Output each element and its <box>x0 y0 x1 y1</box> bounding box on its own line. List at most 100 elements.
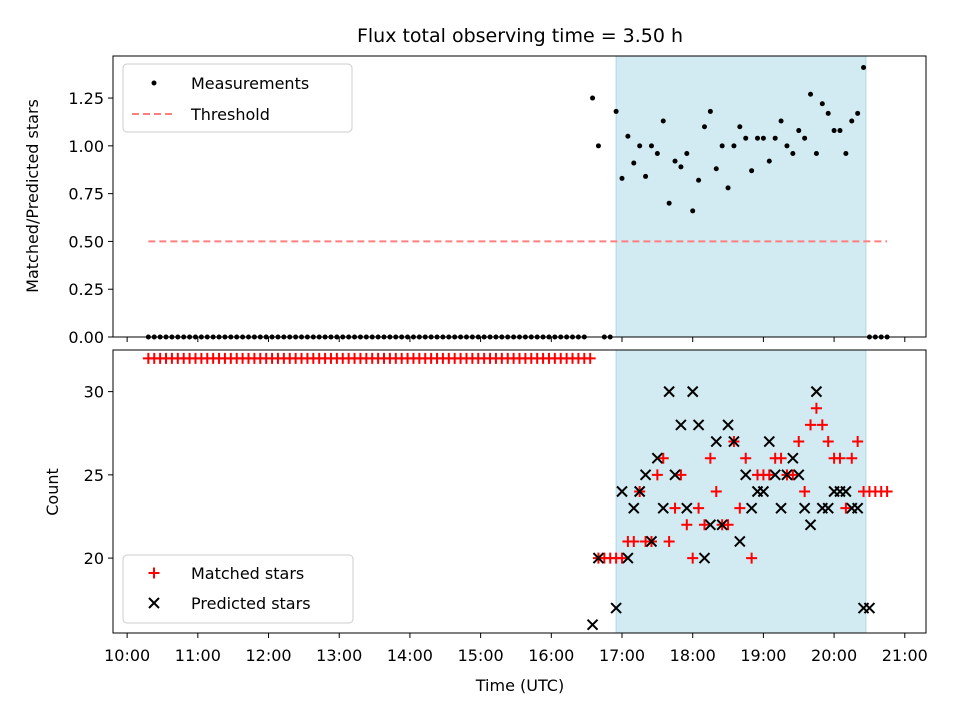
predicted-stars-point <box>651 452 664 464</box>
measurement-point <box>802 135 808 141</box>
predicted-stars-point <box>710 435 722 448</box>
predicted-stars-point <box>740 469 752 481</box>
measurement-point <box>784 143 790 149</box>
matched-stars-point <box>816 419 828 431</box>
y-tick-label: 20 <box>84 549 104 568</box>
x-tick-label: 15:00 <box>458 646 504 665</box>
predicted-stars-point <box>698 552 711 564</box>
predicted-stars-point <box>775 502 787 514</box>
measurement-point <box>825 110 831 116</box>
predicted-stars-point <box>851 502 864 514</box>
matched-stars-point <box>710 486 722 497</box>
predicted-stars-point <box>822 502 834 514</box>
y-tick-label: 25 <box>84 466 104 485</box>
measurement-point <box>625 133 631 139</box>
predicted-stars-point <box>663 385 675 398</box>
matched-stars-point <box>852 436 864 448</box>
measurement-point <box>643 173 649 179</box>
measurement-point <box>772 135 778 141</box>
observing-span <box>615 349 867 634</box>
measurement-point <box>613 108 619 114</box>
matched-stars-point <box>616 552 628 564</box>
measurement-point <box>843 150 849 156</box>
predicted-stars-point <box>686 385 699 398</box>
predicted-stars-legend-label: Predicted stars <box>191 594 311 613</box>
measurement-point <box>819 101 825 107</box>
matched-stars-point <box>881 486 893 497</box>
measurement-point <box>749 168 755 174</box>
matched-stars-point <box>834 452 846 464</box>
predicted-stars-point <box>787 452 799 464</box>
measurement-point <box>766 158 772 164</box>
predicted-stars-point <box>692 419 705 431</box>
predicted-stars-point <box>745 502 758 514</box>
measurement-point <box>619 175 625 181</box>
x-axis-label: Time (UTC) <box>475 676 564 695</box>
measurements-legend-label: Measurements <box>191 74 309 93</box>
predicted-stars-point <box>657 502 669 514</box>
measurement-point <box>701 124 707 130</box>
top-panel-y-axis-label: Matched/Predicted stars <box>23 99 42 293</box>
measurement-point <box>796 128 802 134</box>
x-tick-label: 19:00 <box>740 646 786 665</box>
predicted-stars-point <box>840 485 852 498</box>
matched-stars-point <box>810 402 822 414</box>
matched-stars-point <box>698 519 710 531</box>
axes-frame <box>112 349 927 634</box>
predicted-stars-point <box>610 602 622 614</box>
measurement-point <box>690 208 696 214</box>
predicted-stars-point <box>781 469 793 481</box>
matched-stars-point <box>734 502 746 514</box>
bottom-panel: 20 25 30 10:00 11:00 12:00 13:00 14:00 15:00 16:0… <box>84 349 928 665</box>
measurement-point <box>678 164 684 170</box>
x-tick-label: 20:00 <box>811 646 857 665</box>
predicted-stars-point <box>616 485 628 498</box>
matched-stars-point <box>787 469 799 481</box>
matched-stars-point <box>681 519 693 531</box>
predicted-stars-point <box>863 602 876 614</box>
matched-stars-point <box>669 502 681 514</box>
measurement-point <box>778 118 784 124</box>
predicted-stars-point <box>810 385 823 398</box>
measurement-point <box>808 91 814 97</box>
matched-stars-point <box>822 436 834 448</box>
matched-stars-point <box>675 469 687 481</box>
predicted-stars-point <box>793 469 805 481</box>
y-tick-label: 1.25 <box>68 89 104 108</box>
predicted-stars-point <box>586 618 599 631</box>
matched-stars-point <box>663 535 675 547</box>
x-tick-label: 13:00 <box>316 646 362 665</box>
measurement-point <box>719 143 725 149</box>
predicted-stars-point <box>804 519 817 531</box>
matched-stars-legend-marker <box>148 567 160 579</box>
matched-stars-point <box>704 452 716 464</box>
measurement-point <box>654 150 660 156</box>
measurement-point <box>637 143 643 149</box>
measurement-point <box>660 118 666 124</box>
y-tick-label: 30 <box>84 383 104 402</box>
x-tick-label: 21:00 <box>882 646 928 665</box>
measurement-point <box>648 143 654 149</box>
x-tick-label: 14:00 <box>387 646 433 665</box>
measurement-point <box>595 143 601 149</box>
x-tick-label: 10:00 <box>104 646 150 665</box>
matched-stars-point <box>657 452 669 464</box>
measurement-point <box>590 95 596 101</box>
matched-stars-point <box>746 552 758 564</box>
predicted-stars-point <box>592 552 605 564</box>
x-tick-label: 16:00 <box>528 646 574 665</box>
matched-stars-point <box>763 469 775 481</box>
predicted-stars-point <box>681 502 693 514</box>
matched-stars-point <box>775 452 787 464</box>
predicted-stars-point <box>633 485 646 498</box>
predicted-stars-point <box>645 535 658 548</box>
measurement-point <box>666 200 672 206</box>
predicted-stars-point <box>675 419 687 431</box>
measurement-point <box>790 150 796 156</box>
bottom-panel-legend: Matched stars Predicted stars <box>122 554 354 624</box>
matched-stars-point <box>722 519 734 531</box>
x-tick-label: 11:00 <box>175 646 221 665</box>
predicted-stars-point <box>734 535 746 548</box>
predicted-stars-point <box>798 502 811 514</box>
